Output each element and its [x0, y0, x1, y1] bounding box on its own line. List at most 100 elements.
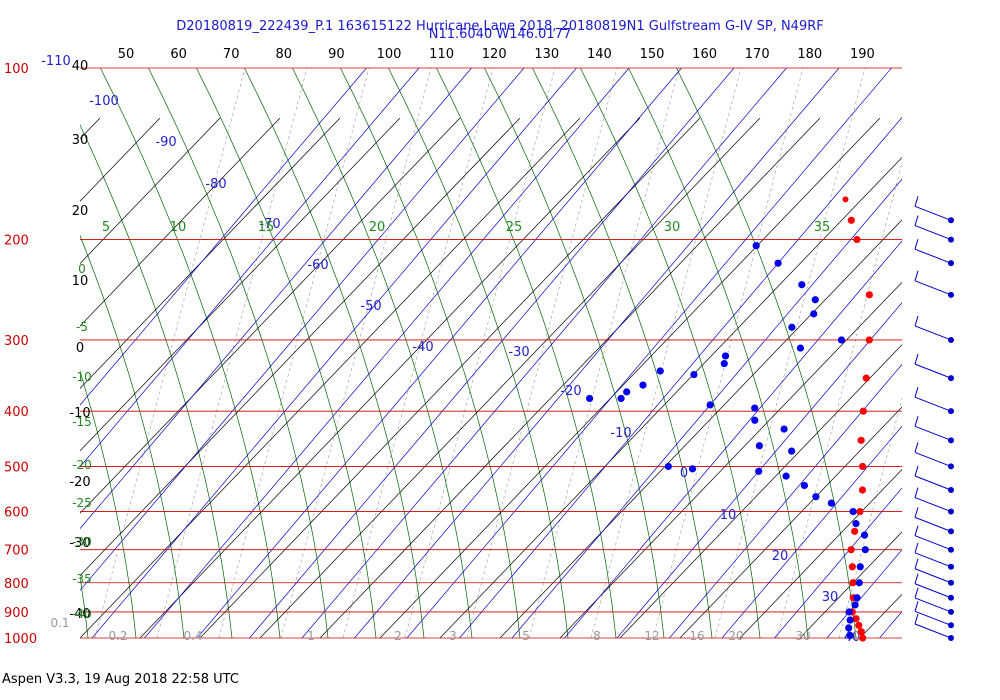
dry-adiabat-line: [80, 117, 281, 327]
wind-barb-staff: [914, 205, 952, 221]
dewpoint-point: [690, 370, 698, 379]
wind-barb-staff: [914, 425, 952, 441]
moist-adiabat-label: 25: [506, 220, 523, 235]
top-scale-label: 90: [328, 47, 345, 62]
wind-barb-flag: [914, 525, 919, 536]
isotherm-line: [511, 178, 902, 638]
isotherm-label: -110: [41, 54, 71, 69]
moist-adiabat-label: -5: [76, 320, 88, 334]
dewpoint-point: [788, 447, 796, 455]
top-scale-label: 50: [118, 47, 135, 62]
isotherm-line: [932, 68, 1000, 638]
wind-barb-staff: [914, 497, 952, 513]
wind-barb-flag: [914, 270, 919, 281]
dewpoint-point: [656, 367, 664, 375]
top-scale-label: 190: [850, 47, 875, 62]
dry-adiabat-line: [80, 117, 221, 265]
dewpoint-point: [788, 323, 796, 331]
dewpoint-point: [585, 394, 594, 403]
pressure-label: 600: [4, 506, 29, 521]
dry-adiabat-line: [920, 118, 1000, 638]
isotherm-line: [196, 68, 682, 638]
mixing-ratio-label: 3: [449, 629, 457, 643]
wind-barb-flag: [914, 353, 919, 365]
wind-barb-flag: [914, 573, 919, 584]
wind-barb-flag: [914, 558, 919, 569]
moist-adiabat-line: [532, 68, 713, 638]
wind-barb-flag: [914, 487, 919, 498]
moist-adiabat-label: 5: [102, 220, 110, 235]
dry-adiabat-line: [80, 117, 461, 514]
moist-adiabat-label: 10: [170, 220, 187, 235]
pressure-label: 800: [4, 577, 29, 592]
moist-adiabat-label: -35: [72, 572, 92, 586]
wind-barb-staff: [914, 248, 952, 264]
moist-adiabat-line: [580, 68, 761, 638]
isotherm-label: -90: [155, 135, 176, 150]
isotherm-label: -10: [610, 426, 631, 441]
temperature-point: [865, 336, 873, 344]
isotherm-line: [301, 68, 787, 638]
moist-adiabat-line: [676, 68, 857, 638]
mixing-ratio-label: 5: [522, 629, 530, 643]
top-scale-label: 110: [429, 47, 454, 62]
moist-adiabat-line: [100, 68, 281, 638]
pressure-label: 700: [4, 544, 29, 559]
dry-adiabat-label: 30: [72, 133, 89, 148]
wind-barb-staff: [914, 396, 952, 412]
dewpoint-point: [755, 467, 763, 475]
top-scale-label: 100: [377, 47, 402, 62]
isotherm-line: [985, 68, 1000, 638]
temperature-point: [857, 628, 865, 636]
pressure-label: 100: [4, 62, 29, 77]
moist-adiabat-label: -20: [72, 458, 92, 472]
wind-barb-flag: [914, 387, 919, 398]
isotherm-label: -20: [560, 384, 581, 399]
moist-adiabat-line: [148, 68, 329, 638]
dewpoint-point: [812, 493, 820, 501]
moist-adiabat-line: [436, 68, 617, 638]
moist-adiabat-label: 30: [664, 220, 681, 235]
dewpoint-point: [752, 242, 760, 250]
top-scale-label: 120: [482, 47, 507, 62]
isotherm-line: [774, 487, 902, 638]
dewpoint-point: [782, 472, 790, 480]
dry-adiabat-label: 40: [72, 59, 89, 74]
top-scale-label: 80: [276, 47, 293, 62]
isotherm-label: 20: [772, 549, 789, 564]
footer-text: Aspen V3.3, 19 Aug 2018 22:58 UTC: [2, 672, 239, 687]
top-scale-label: 60: [170, 47, 187, 62]
pressure-label: 400: [4, 405, 29, 420]
isotherm-label: 0: [680, 466, 688, 481]
dewpoint-point: [796, 344, 805, 352]
temperature-point: [859, 407, 867, 415]
dry-adiabat-line: [80, 117, 341, 389]
mixing-ratio-line: [466, 68, 618, 638]
wind-barb-flag: [914, 465, 919, 477]
dry-adiabat-line: [80, 117, 521, 577]
pressure-label: 500: [4, 460, 29, 475]
dewpoint-point: [856, 563, 864, 571]
mixing-ratio-line: [280, 68, 432, 638]
dewpoint-point: [852, 520, 860, 528]
isotherm-line: [80, 68, 420, 468]
isotherm-label: -80: [205, 177, 226, 192]
wind-barb-flag: [914, 215, 919, 226]
chart-grid: [80, 67, 1000, 639]
wind-barb-flag: [914, 507, 919, 518]
moist-adiabat-label: 0: [78, 262, 86, 276]
moist-adiabat-label: -15: [72, 415, 92, 429]
mixing-ratio-label: 0.4: [183, 629, 202, 643]
mixing-ratio-label: 20: [728, 629, 743, 643]
isotherm-line: [91, 68, 577, 638]
isotherm-label: -60: [307, 258, 328, 273]
mixing-ratio-label: 8: [593, 629, 601, 643]
wind-barb-staff: [914, 451, 952, 467]
mixing-ratio-line: [714, 68, 866, 638]
dry-adiabat-line: [679, 406, 902, 638]
mixing-ratio-line: [838, 397, 902, 638]
moist-adiabat-label: 15: [258, 220, 275, 235]
isotherm-line: [616, 302, 902, 638]
dewpoint-point: [751, 416, 759, 424]
wind-barb-staff: [914, 568, 952, 584]
